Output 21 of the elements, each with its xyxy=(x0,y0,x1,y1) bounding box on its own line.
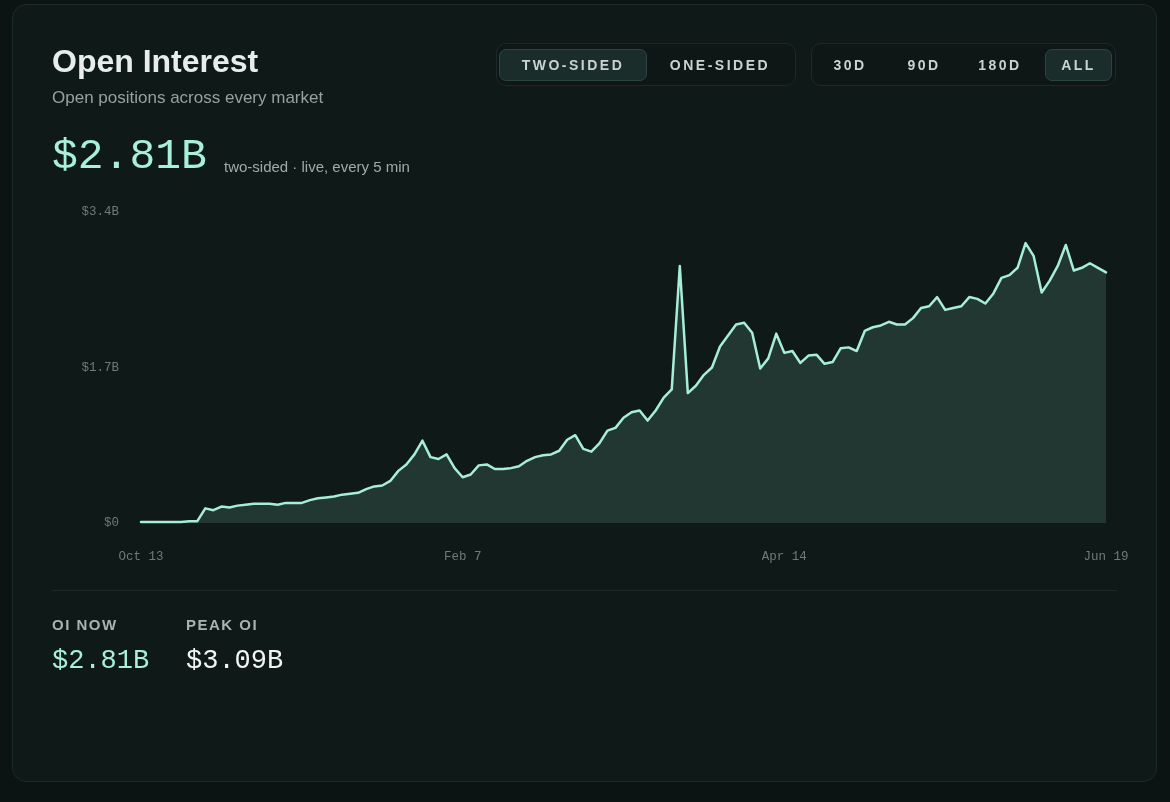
text: $2.81B xyxy=(52,645,150,677)
y-tick-label: $0 xyxy=(103,516,119,530)
chart-subtitle: Open positions across every market xyxy=(52,87,324,109)
x-tick-label: Jun 19 xyxy=(1083,549,1129,564)
x-tick-label: Feb 7 xyxy=(443,549,482,564)
button-label: 180D xyxy=(978,56,1022,74)
y-tick-label: $3.4B xyxy=(81,205,120,219)
text: OI NOW xyxy=(52,615,118,635)
button-label: ONE-SIDED xyxy=(669,56,771,74)
y-tick-label: $1.7B xyxy=(81,360,120,375)
text: $2.81B xyxy=(52,132,207,181)
button-label: 90D xyxy=(907,56,941,74)
button-label: 30D xyxy=(833,56,867,74)
toggle-button: ALL xyxy=(1045,49,1112,81)
toggle-button: TWO-SIDED xyxy=(499,49,647,81)
text: PEAK OI xyxy=(186,615,259,635)
x-tick-label: Oct 13 xyxy=(118,549,164,564)
text: two-sided · live, every 5 min xyxy=(224,157,410,177)
x-tick-label: Apr 14 xyxy=(761,549,807,564)
text: $3.09B xyxy=(186,645,284,677)
chart-title: Open Interest xyxy=(52,42,259,81)
